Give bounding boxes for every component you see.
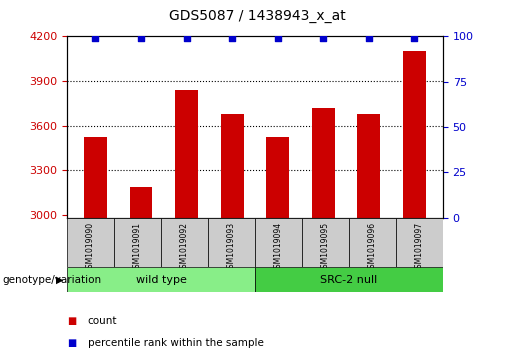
Bar <box>208 218 255 267</box>
Text: ■: ■ <box>67 316 76 326</box>
Text: ▶: ▶ <box>56 275 63 285</box>
Bar <box>67 218 114 267</box>
Text: genotype/variation: genotype/variation <box>3 275 101 285</box>
Bar <box>255 267 443 292</box>
Point <box>365 35 373 41</box>
Point <box>228 35 236 41</box>
Text: wild type: wild type <box>135 274 186 285</box>
Text: ■: ■ <box>67 338 76 348</box>
Bar <box>67 267 255 292</box>
Bar <box>130 187 152 218</box>
Text: SRC-2 null: SRC-2 null <box>320 274 377 285</box>
Text: GSM1019093: GSM1019093 <box>227 222 236 273</box>
Text: GSM1019095: GSM1019095 <box>321 222 330 273</box>
Bar <box>221 114 244 218</box>
Bar <box>403 51 426 218</box>
Text: GSM1019091: GSM1019091 <box>133 222 142 273</box>
Point <box>319 35 328 41</box>
Text: count: count <box>88 316 117 326</box>
Bar <box>349 218 396 267</box>
Text: GSM1019090: GSM1019090 <box>86 222 95 273</box>
Point <box>91 35 99 41</box>
Text: GSM1019096: GSM1019096 <box>368 222 377 273</box>
Bar <box>161 218 208 267</box>
Bar <box>302 218 349 267</box>
Bar <box>266 138 289 218</box>
Bar <box>396 218 443 267</box>
Point <box>410 35 419 41</box>
Text: GSM1019092: GSM1019092 <box>180 222 189 273</box>
Bar <box>255 218 302 267</box>
Bar <box>84 138 107 218</box>
Text: GSM1019097: GSM1019097 <box>415 222 424 273</box>
Point <box>182 35 191 41</box>
Bar <box>114 218 161 267</box>
Text: GSM1019094: GSM1019094 <box>274 222 283 273</box>
Point <box>137 35 145 41</box>
Bar <box>357 114 380 218</box>
Text: percentile rank within the sample: percentile rank within the sample <box>88 338 264 348</box>
Bar <box>312 108 335 218</box>
Bar <box>175 90 198 218</box>
Point <box>273 35 282 41</box>
Text: GDS5087 / 1438943_x_at: GDS5087 / 1438943_x_at <box>169 9 346 23</box>
